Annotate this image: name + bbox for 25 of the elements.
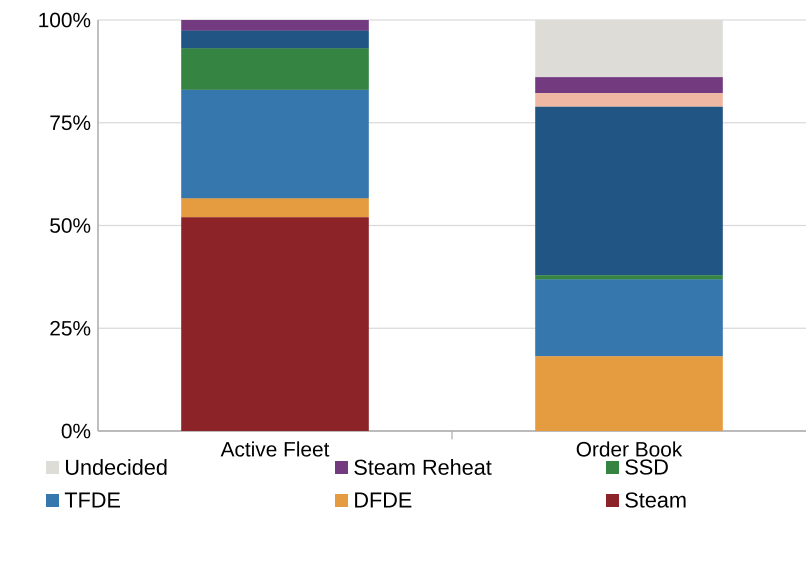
bar xyxy=(535,77,723,94)
legend-label: Steam Reheat xyxy=(354,459,492,475)
bar xyxy=(535,279,723,356)
x-tick-label: Order Book xyxy=(576,441,682,457)
legend-label: DFDE xyxy=(355,492,412,508)
y-tick-label: 100% xyxy=(39,12,90,28)
x-tick-label: Active Fleet xyxy=(220,441,330,457)
bar xyxy=(181,198,369,218)
bar xyxy=(181,217,369,431)
bar xyxy=(181,20,369,31)
legend-label: Undecided xyxy=(66,459,167,475)
y-tick-label: 75% xyxy=(50,115,90,130)
bar xyxy=(181,30,369,48)
y-tick-label: 0% xyxy=(62,424,90,438)
bar xyxy=(535,106,723,276)
legend-label: Steam xyxy=(625,492,686,508)
legend-label: TFDE xyxy=(64,492,120,508)
y-tick-label: 25% xyxy=(50,320,90,336)
legend-label: SSD xyxy=(625,459,668,475)
y-tick-label: 50% xyxy=(50,218,90,233)
bar xyxy=(535,93,723,107)
bar xyxy=(535,356,723,431)
bar xyxy=(535,275,723,280)
bar xyxy=(181,48,369,90)
bar xyxy=(181,90,369,198)
